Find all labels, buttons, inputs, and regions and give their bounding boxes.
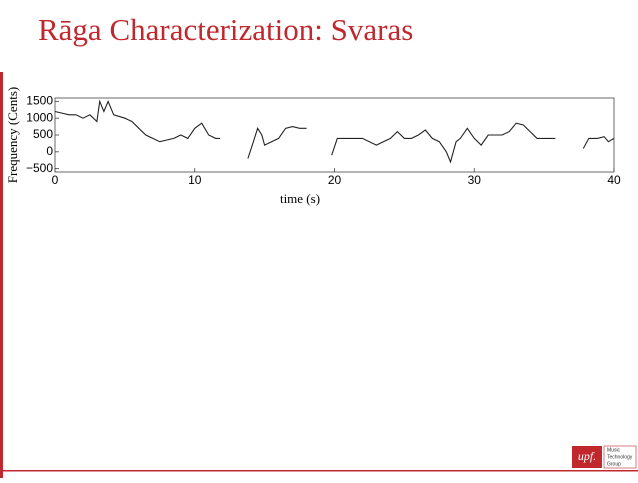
logo-line: Music [607, 447, 621, 453]
pitch-line [54, 99, 615, 164]
logo-line: Technology [607, 454, 633, 460]
plot-frame [54, 97, 615, 173]
bottom-rule [0, 470, 638, 472]
y-tick-label: −500 [26, 161, 53, 175]
x-tick-label: 40 [607, 173, 621, 187]
y-axis-label: Frequency (Cents) [5, 87, 20, 183]
x-axis-label: time (s) [280, 191, 320, 206]
y-tick-label: 500 [33, 127, 53, 141]
x-tick-label: 10 [188, 173, 202, 187]
logo-box [572, 446, 602, 468]
side-bar [0, 72, 3, 478]
x-tick-label: 30 [468, 173, 482, 187]
logo-mark: upf. [578, 449, 596, 463]
y-tick-label: 1500 [26, 94, 53, 108]
x-tick-label: 20 [328, 173, 342, 187]
logo-frame [603, 445, 637, 469]
slide-title: Rāga Characterization: Svaras [38, 12, 413, 47]
y-tick-label: 1000 [26, 110, 53, 124]
x-tick-label: 0 [52, 173, 59, 187]
y-tick-label: 0 [46, 144, 53, 158]
logo-line: Group [607, 461, 621, 467]
